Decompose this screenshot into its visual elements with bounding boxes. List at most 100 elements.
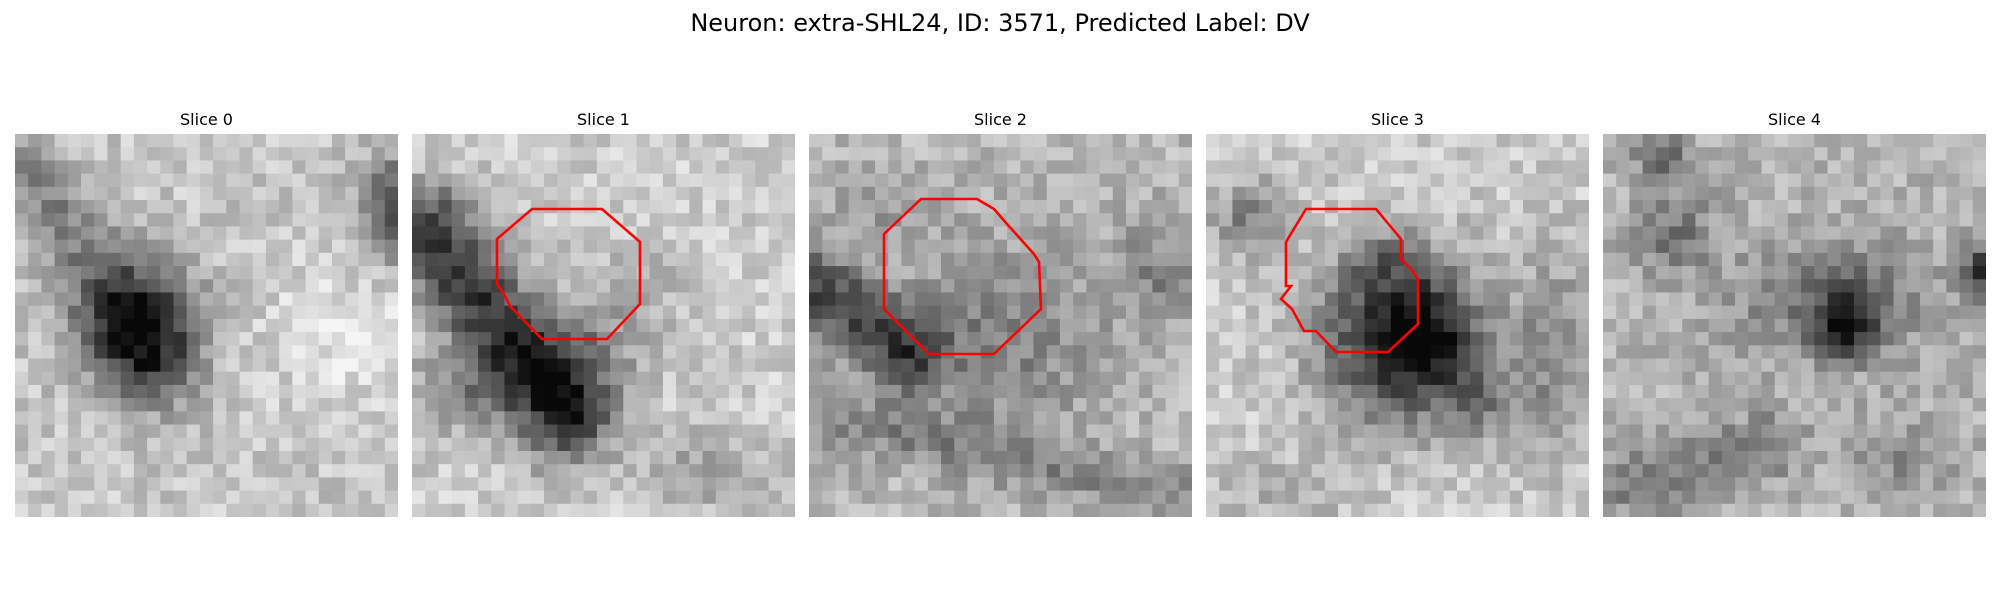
pixel xyxy=(438,305,453,320)
pixel xyxy=(715,371,730,386)
pixel xyxy=(41,200,56,214)
pixel xyxy=(702,200,717,214)
pixel xyxy=(1708,279,1723,294)
pixel xyxy=(213,477,227,492)
pixel xyxy=(1470,279,1484,294)
pixel xyxy=(345,345,359,360)
pixel xyxy=(941,279,955,294)
pixel xyxy=(1536,318,1550,333)
pixel xyxy=(186,503,201,517)
pixel xyxy=(81,411,95,426)
pixel xyxy=(596,173,611,188)
pixel xyxy=(1033,134,1048,148)
pixel xyxy=(557,186,572,201)
pixel xyxy=(875,213,889,228)
pixel xyxy=(1933,213,1947,228)
pixel xyxy=(133,292,148,307)
pixel xyxy=(425,186,440,201)
pixel xyxy=(1272,213,1286,228)
pixel xyxy=(292,424,307,439)
pixel xyxy=(848,345,863,360)
pixel xyxy=(1219,226,1234,241)
pixel xyxy=(1033,384,1048,399)
pixel xyxy=(371,358,386,373)
pixel xyxy=(755,464,770,478)
pixel xyxy=(676,226,690,241)
pixel xyxy=(1695,252,1710,267)
pixel xyxy=(451,213,466,228)
pixel xyxy=(1206,450,1220,465)
pixel xyxy=(1470,424,1484,439)
pixel xyxy=(662,147,677,162)
pixel xyxy=(1748,371,1763,386)
pixel xyxy=(1443,147,1458,162)
pixel xyxy=(1206,345,1220,360)
pixel xyxy=(41,437,56,452)
pixel xyxy=(1959,477,1974,492)
pixel xyxy=(1549,490,1564,505)
pixel xyxy=(676,371,690,386)
pixel xyxy=(1774,345,1789,360)
pixel xyxy=(384,398,398,412)
pixel xyxy=(1245,503,1260,517)
pixel xyxy=(1867,305,1881,320)
pixel xyxy=(15,345,29,360)
pixel xyxy=(742,305,756,320)
pixel xyxy=(1814,490,1829,505)
pixel xyxy=(1165,450,1180,465)
pixel xyxy=(1603,186,1617,201)
pixel xyxy=(239,213,254,228)
pixel xyxy=(81,160,95,175)
pixel xyxy=(1165,384,1180,399)
pixel xyxy=(967,266,982,280)
pixel xyxy=(623,134,638,148)
pixel xyxy=(1840,213,1855,228)
pixel xyxy=(662,503,677,517)
pixel xyxy=(1324,490,1339,505)
pixel xyxy=(1827,318,1842,333)
pixel xyxy=(980,411,995,426)
pixel xyxy=(1562,332,1577,346)
pixel xyxy=(1086,318,1101,333)
pixel xyxy=(358,160,373,175)
pixel xyxy=(610,450,624,465)
pixel xyxy=(967,490,982,505)
pixel xyxy=(1073,384,1087,399)
pixel xyxy=(1033,345,1048,360)
pixel xyxy=(570,305,585,320)
pixel xyxy=(186,200,201,214)
pixel xyxy=(412,398,426,412)
pixel xyxy=(1867,252,1881,267)
pixel xyxy=(702,358,717,373)
pixel xyxy=(1682,332,1697,346)
pixel xyxy=(1708,239,1723,254)
pixel xyxy=(1509,358,1524,373)
pixel xyxy=(67,226,82,241)
pixel xyxy=(676,266,690,280)
pixel xyxy=(451,411,466,426)
pixel xyxy=(345,292,359,307)
pixel xyxy=(1761,292,1776,307)
pixel xyxy=(610,134,624,148)
pixel xyxy=(557,398,572,412)
pixel xyxy=(1562,226,1577,241)
pixel xyxy=(1893,226,1908,241)
pixel xyxy=(1735,266,1749,280)
pixel xyxy=(941,160,955,175)
pixel xyxy=(1761,450,1776,465)
pixel xyxy=(331,279,346,294)
pixel xyxy=(1351,160,1366,175)
pixel xyxy=(464,239,479,254)
pixel xyxy=(1046,279,1061,294)
pixel xyxy=(28,437,43,452)
pixel xyxy=(781,226,795,241)
pixel xyxy=(1880,147,1895,162)
pixel xyxy=(1311,226,1326,241)
pixel xyxy=(1801,318,1815,333)
pixel xyxy=(173,437,188,452)
pixel xyxy=(1629,490,1644,505)
pixel xyxy=(28,200,43,214)
pixel xyxy=(1258,424,1273,439)
pixel xyxy=(318,226,333,241)
pixel xyxy=(199,424,214,439)
